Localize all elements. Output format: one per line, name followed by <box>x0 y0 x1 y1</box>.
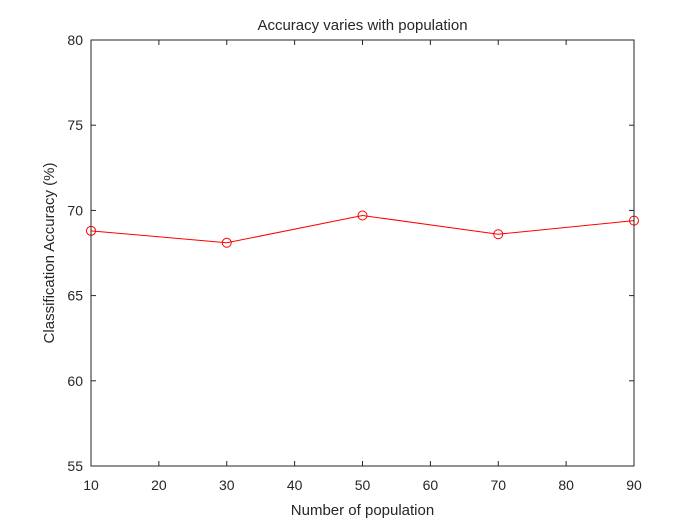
x-tick-label: 10 <box>83 477 99 493</box>
y-tick-label: 75 <box>67 117 83 133</box>
series-line <box>90 215 635 244</box>
x-tick-label: 30 <box>219 477 235 493</box>
x-tick-label: 60 <box>423 477 439 493</box>
chart-title: Accuracy varies with population <box>257 17 467 34</box>
x-tick-label: 90 <box>626 477 642 493</box>
y-tick-label: 70 <box>67 202 83 218</box>
plot-area <box>91 40 634 466</box>
data-point <box>357 210 368 221</box>
x-tick-label: 20 <box>151 477 167 493</box>
plot-frame <box>90 39 635 467</box>
y-tick-label: 55 <box>67 458 83 474</box>
x-tick-label: 50 <box>355 477 371 493</box>
x-axis-label: Number of population <box>291 502 434 519</box>
y-tick-label: 60 <box>67 373 83 389</box>
y-axis-label: Classification Accuracy (%) <box>41 163 58 344</box>
y-tick-label: 80 <box>67 32 83 48</box>
x-tick-label: 80 <box>558 477 574 493</box>
data-point <box>493 229 504 240</box>
x-tick-label: 70 <box>490 477 506 493</box>
tick-labels: 10 20 30 40 50 60 70 80 90 55 60 65 70 75 80 <box>67 32 642 493</box>
x-tick-label: 40 <box>287 477 303 493</box>
series-layer <box>86 210 639 248</box>
y-tick-label: 65 <box>67 288 83 304</box>
data-point <box>221 237 232 248</box>
